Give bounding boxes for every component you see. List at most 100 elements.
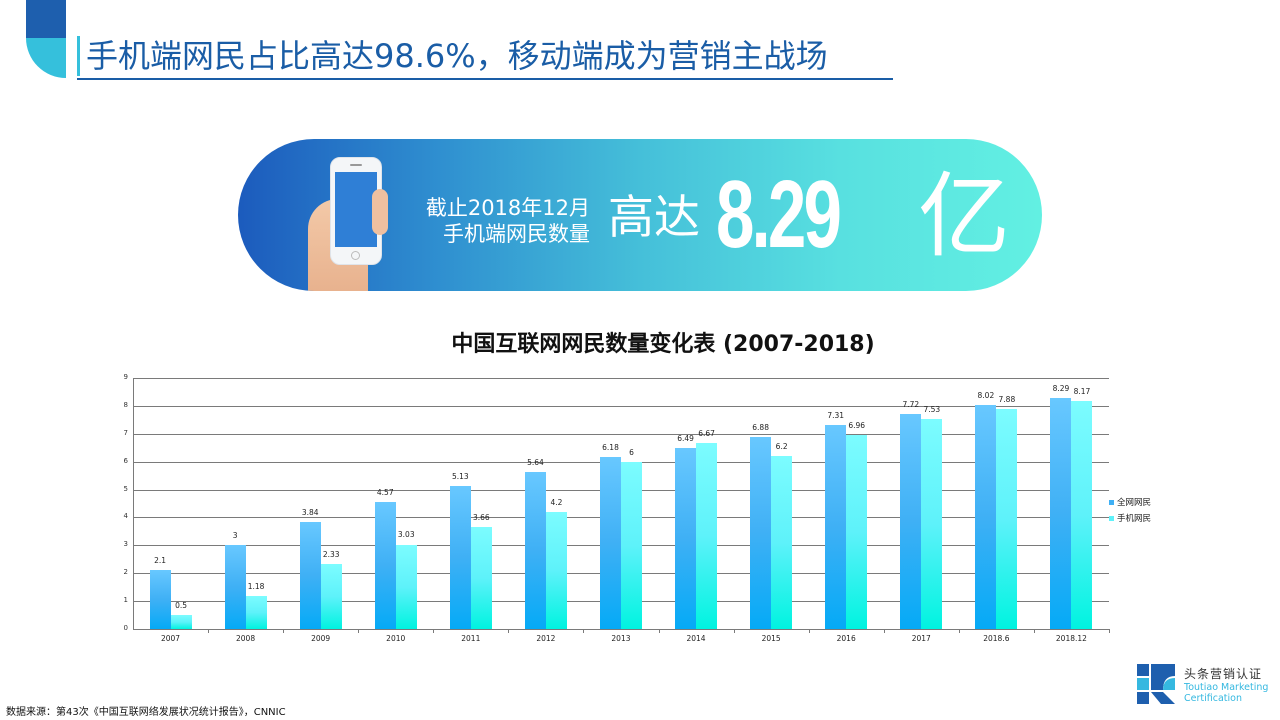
y-tick-label: 0 [123, 624, 128, 632]
data-label: 2.1 [154, 556, 166, 566]
data-label: 5.64 [527, 457, 544, 467]
legend-label: 全网网民 [1117, 498, 1152, 508]
bar-all [524, 471, 546, 629]
chart-plot-area: 2.1 0.5 3 1.18 3.84 2.33 4.57 3.03 5.13 3.66 5.64 4… [133, 378, 1109, 630]
data-label: 0.5 [175, 601, 187, 611]
bar-mobile [846, 434, 868, 629]
bar-mobile [771, 456, 793, 629]
gridline [133, 405, 1109, 407]
corner-decoration-light [26, 38, 66, 78]
chart-title: 中国互联网网民数量变化表 (2007-2018) [451, 332, 875, 357]
x-tick [1109, 629, 1110, 633]
bar-all [449, 485, 471, 629]
y-tick-label: 9 [123, 373, 128, 381]
data-label: 7.53 [923, 404, 941, 414]
data-label: 4.57 [376, 487, 394, 497]
bar-all [675, 448, 697, 629]
legend-item-all: 全网网民 [1109, 494, 1151, 510]
x-tick-label: 2018.12 [1055, 634, 1087, 643]
banner-subtitle: 截止2018年12月 手机端网民数量 [410, 195, 590, 247]
data-label: 7.88 [998, 395, 1016, 405]
bar-mobile [545, 511, 567, 629]
data-label: 6.49 [677, 434, 694, 443]
x-tick [1033, 629, 1035, 633]
x-tick [883, 629, 885, 633]
y-tick-label: 7 [123, 428, 128, 437]
highlight-banner: 截止2018年12月 手机端网民数量 高达 8.29 亿 [238, 139, 1042, 291]
banner-subtitle-line2: 手机端网民数量 [443, 222, 590, 246]
x-tick-label: 2018.6 [983, 634, 1010, 643]
x-tick [808, 629, 810, 633]
chart-legend: 全网网民 手机网民 [1109, 494, 1151, 526]
x-tick-label: 2013 [611, 634, 631, 643]
x-tick-label: 2011 [461, 634, 481, 643]
y-axis [133, 378, 134, 629]
banner-value: 8.29 [716, 161, 842, 268]
gridline [133, 378, 1109, 379]
bar-all [224, 545, 246, 629]
page-title: 手机端网民占比高达98.6%，移动端成为营销主战场 [86, 37, 828, 75]
bar-all [149, 570, 171, 629]
data-label: 6 [629, 447, 634, 457]
data-label: 1.18 [247, 582, 265, 592]
y-tick-label: 2 [123, 568, 128, 577]
x-tick [583, 629, 585, 633]
y-tick-label: 5 [123, 484, 128, 493]
x-tick [508, 629, 510, 633]
x-tick [958, 629, 960, 633]
gridline [133, 629, 1109, 630]
bar-mobile [621, 461, 642, 629]
bar-mobile [245, 596, 267, 629]
y-tick-label: 4 [123, 512, 128, 521]
data-source-note: 数据来源：第43次《中国互联网络发展状况统计报告》，CNNIC [6, 707, 286, 718]
x-tick [358, 629, 360, 633]
x-tick-label: 2017 [911, 634, 931, 643]
data-label: 2.33 [322, 550, 340, 560]
data-label: 6.67 [698, 428, 715, 438]
x-tick-label: 2008 [236, 634, 256, 643]
bar-all [299, 521, 321, 629]
title-underline [77, 78, 893, 80]
bar-all [900, 413, 922, 629]
x-tick-label: 2014 [686, 634, 706, 643]
banner-subtitle-line1: 截止2018年12月 [425, 196, 590, 220]
bar-all [1050, 397, 1072, 629]
x-tick [733, 629, 735, 633]
data-label: 3.84 [301, 507, 319, 517]
data-label: 8.02 [977, 391, 995, 401]
bar-all [374, 501, 396, 629]
toutiao-logo-icon [1137, 664, 1175, 704]
data-label: 6.2 [775, 442, 788, 452]
bar-mobile [395, 544, 417, 629]
bar-mobile [996, 409, 1018, 629]
x-tick-label: 2007 [160, 634, 181, 643]
data-label: 5.13 [451, 471, 469, 481]
y-tick-label: 1 [123, 596, 128, 605]
bar-all [825, 425, 847, 629]
y-tick-label: 3 [123, 540, 128, 549]
data-label: 7.72 [902, 399, 920, 409]
x-tick-label: 2016 [836, 634, 856, 643]
data-label: 8.29 [1052, 383, 1070, 393]
logo-en-2: Certification [1184, 693, 1242, 704]
data-label: 8.17 [1073, 387, 1091, 397]
legend-swatch-icon [1109, 499, 1114, 505]
legend-item-mobile: 手机网民 [1109, 510, 1151, 526]
data-label: 6.96 [848, 420, 866, 430]
data-label: 7.31 [827, 411, 845, 421]
title-accent-bar [77, 36, 80, 76]
bar-all [600, 456, 621, 629]
bar-mobile [1071, 401, 1093, 629]
x-tick [283, 629, 285, 633]
corner-decoration-dark [26, 0, 66, 38]
y-tick-label: 6 [123, 456, 128, 465]
x-tick-label: 2010 [386, 634, 406, 643]
banner-unit: 亿 [918, 163, 1011, 270]
legend-swatch-icon [1109, 515, 1114, 521]
x-tick [658, 629, 660, 633]
bar-mobile [320, 564, 342, 629]
bar-all [750, 437, 772, 629]
logo-text: 头条营销认证 Toutiao Marketing Certification [1184, 666, 1268, 704]
logo-en-1: Toutiao Marketing [1184, 682, 1269, 693]
x-tick-label: 2015 [761, 634, 781, 643]
